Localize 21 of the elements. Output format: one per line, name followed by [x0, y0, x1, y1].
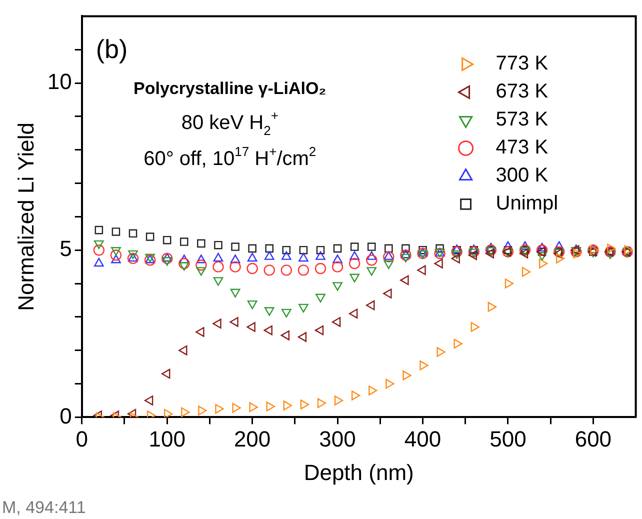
y-tick-label: 10 [47, 69, 72, 94]
legend-label: 673 K [496, 80, 549, 103]
legend-label: 773 K [496, 52, 549, 75]
legend-label: 473 K [496, 136, 549, 159]
y-tick-label: 0 [60, 403, 72, 428]
x-axis-title: Depth (nm) [304, 460, 414, 485]
text: M, 494:411 [2, 498, 86, 517]
annotation: Polycrystalline γ-LiAlO₂ [134, 79, 326, 98]
legend-label: 573 K [496, 108, 549, 131]
x-tick-label: 300 [319, 426, 356, 452]
x-tick-label: 500 [490, 426, 526, 452]
legend-label: 300 K [496, 164, 549, 187]
y-axis-title: Normalized Li Yield [13, 122, 38, 311]
x-tick-label: 200 [234, 426, 271, 452]
x-tick-label: 100 [148, 426, 186, 452]
y-tick-label: 5 [60, 236, 72, 262]
x-tick-label: 400 [404, 426, 442, 452]
x-tick-label: 0 [76, 426, 88, 452]
legend-label: Unimpl [496, 192, 558, 215]
annotation: (b) [96, 34, 128, 64]
x-tick-label: 600 [574, 426, 612, 452]
